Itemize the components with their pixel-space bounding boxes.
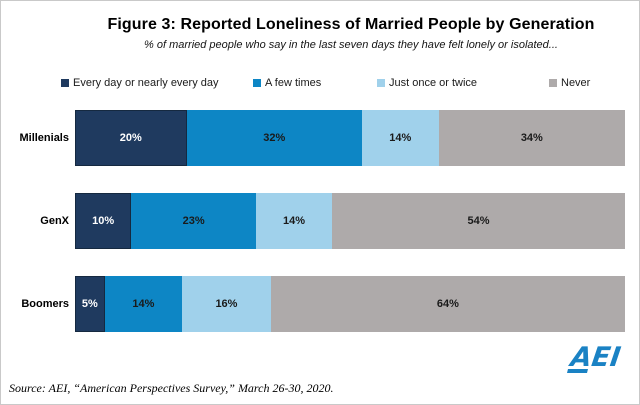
- plot-area: Millenials 20% 32% 14% 34% GenX 10% 23% 14% 54% Bo…: [1, 110, 639, 359]
- aei-logo-text: AEI: [567, 342, 623, 373]
- chart-title: Figure 3: Reported Loneliness of Married…: [107, 16, 595, 33]
- bar-row-genx: GenX 10% 23% 14% 54%: [1, 193, 639, 249]
- legend-swatch-icon: [253, 79, 261, 87]
- legend-swatch-icon: [377, 79, 385, 87]
- category-label: Boomers: [21, 298, 69, 310]
- bar-segment: 10%: [75, 193, 132, 249]
- title-block: Figure 3: Reported Loneliness of Married…: [61, 16, 639, 51]
- bar-row-millenials: Millenials 20% 32% 14% 34%: [1, 110, 639, 166]
- chart-subtitle: % of married people who say in the last …: [144, 39, 558, 51]
- bar-segment: 20%: [75, 110, 187, 166]
- category-label: GenX: [40, 215, 69, 227]
- legend-item: Every day or nearly every day: [61, 77, 219, 89]
- aei-logo: AEI: [567, 342, 623, 373]
- stacked-bar: 20% 32% 14% 34%: [75, 110, 625, 166]
- legend-item: A few times: [253, 77, 321, 89]
- bar-segment: 16%: [182, 276, 271, 332]
- source-note: Source: AEI, “American Perspectives Surv…: [9, 381, 334, 395]
- legend-item: Never: [549, 77, 590, 89]
- legend-label: Never: [561, 77, 591, 89]
- legend-item: Just once or twice: [377, 77, 477, 89]
- legend: Every day or nearly every day A few times…: [1, 77, 639, 93]
- bar-segment: 34%: [438, 110, 625, 166]
- stacked-bar: 5% 14% 16% 64%: [75, 276, 625, 332]
- bar-segment: 14%: [256, 193, 332, 249]
- legend-label: A few times: [265, 77, 322, 89]
- bar-segment: 23%: [131, 193, 257, 249]
- legend-label: Just once or twice: [389, 77, 478, 89]
- bar-segment: 5%: [75, 276, 105, 332]
- bar-segment: 14%: [104, 276, 183, 332]
- bar-segment: 32%: [186, 110, 362, 166]
- category-label: Millenials: [19, 132, 69, 144]
- legend-swatch-icon: [549, 79, 557, 87]
- aei-logo-underline: [567, 369, 588, 373]
- stacked-bar: 10% 23% 14% 54%: [75, 193, 625, 249]
- legend-label: Every day or nearly every day: [73, 77, 219, 89]
- bar-segment: 64%: [270, 276, 625, 332]
- bar-segment: 54%: [332, 193, 625, 249]
- bar-segment: 14%: [361, 110, 439, 166]
- bar-row-boomers: Boomers 5% 14% 16% 64%: [1, 276, 639, 332]
- legend-swatch-icon: [61, 79, 69, 87]
